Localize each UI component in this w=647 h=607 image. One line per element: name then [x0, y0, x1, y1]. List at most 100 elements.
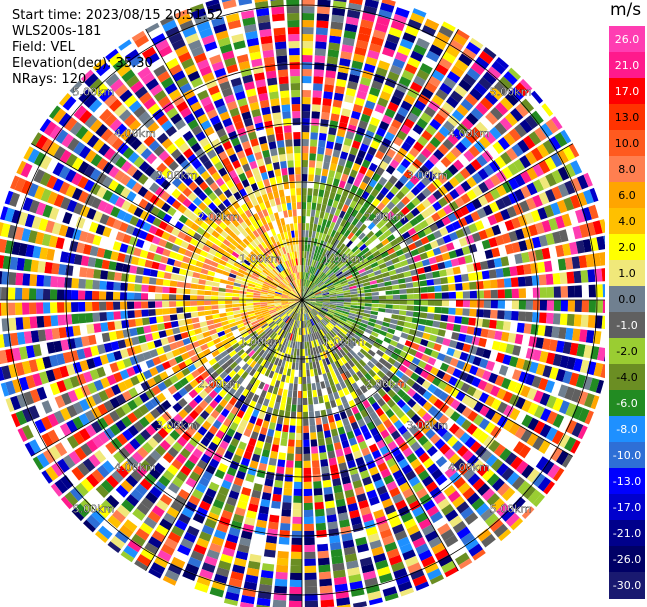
velocity-gate: [307, 273, 311, 280]
velocity-gate: [476, 300, 484, 308]
velocity-gate: [89, 369, 100, 381]
velocity-gate: [408, 242, 417, 251]
velocity-gate: [354, 229, 363, 237]
velocity-gate: [290, 418, 296, 426]
velocity-gate: [474, 220, 485, 231]
velocity-gate: [392, 469, 404, 480]
velocity-gate: [415, 512, 428, 524]
velocity-gate: [381, 0, 396, 7]
velocity-gate: [425, 428, 436, 440]
velocity-gate: [205, 464, 217, 475]
velocity-gate: [178, 268, 187, 276]
velocity-gate: [83, 179, 95, 192]
velocity-gate: [46, 248, 55, 261]
velocity-gate: [198, 476, 210, 488]
velocity-gate: [296, 348, 300, 356]
velocity-gate: [359, 271, 368, 277]
velocity-gate: [313, 307, 320, 313]
velocity-gate: [519, 200, 530, 213]
velocity-gate: [48, 235, 58, 248]
velocity-gate: [275, 365, 281, 374]
velocity-gate: [134, 284, 142, 292]
velocity-gate: [315, 522, 327, 531]
velocity-gate: [278, 283, 285, 289]
velocity-gate: [140, 497, 154, 510]
velocity-gate: [291, 362, 296, 370]
velocity-gate: [588, 300, 596, 313]
velocity-gate: [332, 7, 346, 17]
velocity-gate: [408, 500, 421, 511]
velocity-gate: [276, 564, 289, 573]
velocity-gate: [312, 285, 319, 292]
velocity-gate: [73, 202, 84, 215]
velocity-gate: [291, 259, 295, 267]
velocity-gate: [290, 83, 300, 91]
velocity-gate: [222, 198, 232, 208]
velocity-gate: [231, 353, 240, 361]
velocity-gate: [37, 260, 46, 273]
velocity-gate: [232, 286, 241, 291]
velocity-gate: [309, 418, 316, 426]
velocity-gate: [60, 496, 74, 510]
velocity-gate: [276, 249, 282, 257]
velocity-gate: [308, 273, 312, 281]
velocity-gate: [337, 332, 344, 340]
velocity-gate: [302, 13, 315, 21]
velocity-gate: [180, 159, 191, 170]
velocity-gate: [50, 302, 58, 314]
velocity-gate: [242, 17, 256, 27]
velocity-gate: [354, 412, 363, 421]
velocity-gate: [530, 209, 541, 223]
velocity-gate: [346, 240, 353, 248]
velocity-gate: [362, 281, 371, 287]
velocity-gate: [332, 315, 340, 321]
velocity-gate: [342, 539, 355, 549]
velocity-gate: [281, 396, 287, 404]
velocity-gate: [381, 374, 391, 384]
velocity-gate: [450, 399, 461, 410]
velocity-gate: [429, 240, 439, 249]
velocity-gate: [349, 349, 357, 357]
velocity-gate: [559, 355, 569, 369]
velocity-gate: [30, 330, 40, 343]
velocity-gate: [334, 324, 342, 331]
velocity-gate: [186, 243, 196, 252]
velocity-gate: [335, 287, 343, 291]
velocity-gate: [444, 534, 459, 548]
velocity-gate: [385, 304, 393, 309]
velocity-gate: [475, 318, 483, 327]
velocity-gate: [358, 232, 366, 240]
velocity-gate: [353, 258, 361, 266]
velocity-gate: [103, 400, 115, 412]
velocity-gate: [459, 325, 468, 334]
velocity-gate: [304, 287, 309, 294]
velocity-gate: [288, 318, 293, 325]
velocity-gate: [309, 146, 317, 154]
velocity-gate: [215, 342, 224, 349]
velocity-gate: [359, 348, 368, 356]
velocity-gate: [282, 224, 287, 233]
velocity-gate: [309, 341, 313, 349]
velocity-gate: [222, 217, 231, 226]
velocity-gate: [406, 524, 420, 536]
velocity-gate: [267, 263, 274, 271]
velocity-gate: [288, 325, 292, 333]
velocity-gate: [410, 458, 422, 470]
velocity-gate: [65, 153, 78, 167]
velocity-gate: [167, 531, 182, 544]
velocity-gate: [380, 186, 390, 196]
velocity-gate: [170, 500, 183, 513]
velocity-gate: [92, 234, 102, 246]
velocity-gate: [226, 533, 239, 544]
velocity-gate: [315, 231, 320, 239]
velocity-gate: [234, 120, 245, 131]
velocity-gate: [579, 223, 589, 238]
velocity-gate: [132, 408, 144, 420]
velocity-gate: [151, 235, 161, 245]
velocity-gate: [283, 231, 289, 240]
velocity-gate: [484, 91, 499, 106]
velocity-gate: [344, 197, 352, 206]
velocity-gate: [302, 68, 312, 77]
velocity-gate: [237, 385, 245, 394]
velocity-gate: [374, 22, 389, 33]
